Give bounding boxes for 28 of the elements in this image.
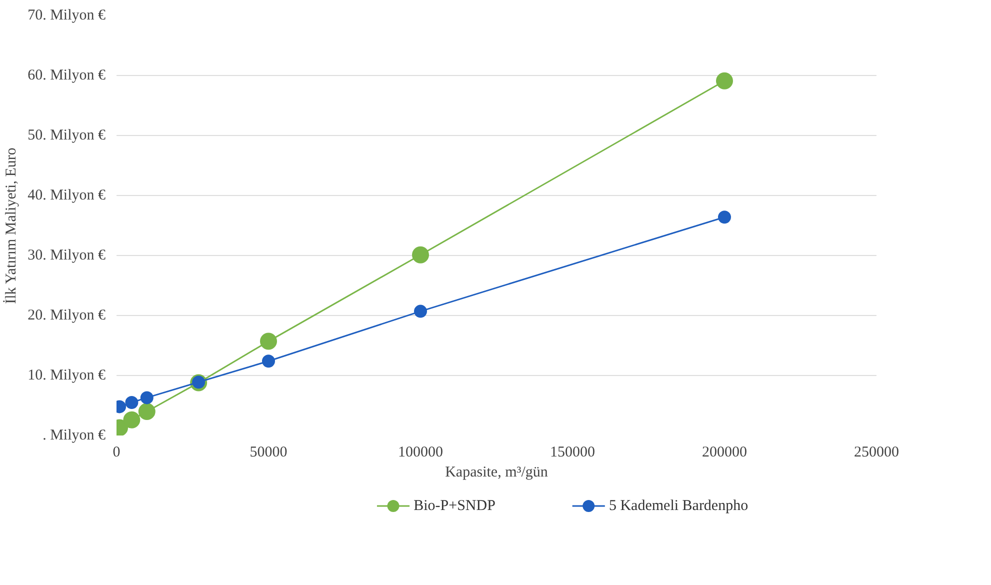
y-tick-label: 10. Milyon € xyxy=(28,368,106,384)
point xyxy=(412,246,429,264)
point xyxy=(716,72,733,90)
x-tick-label: 250000 xyxy=(854,444,899,460)
y-tick-label: 30. Milyon € xyxy=(28,248,106,264)
point xyxy=(718,210,731,224)
x-tick-label: 0 xyxy=(112,444,120,460)
y-tick-label: 60. Milyon € xyxy=(28,68,106,84)
y-tick-label: 20. Milyon € xyxy=(28,308,106,324)
x-tick-label: 150000 xyxy=(550,444,595,460)
x-axis-title: Kapasite, m³/gün xyxy=(445,464,548,480)
point xyxy=(123,411,140,428)
point xyxy=(414,304,427,318)
y-axis-title: İlk Yatırım Maliyeti, Euro xyxy=(2,148,20,304)
point xyxy=(138,403,156,420)
x-tick-label: 50000 xyxy=(250,444,288,460)
point xyxy=(260,332,277,350)
y-tick-label: 50. Milyon € xyxy=(28,128,106,144)
x-tick-label: 100000 xyxy=(398,444,443,460)
legend-label: 5 Kademeli Bardenpho xyxy=(608,498,748,514)
point xyxy=(140,391,154,404)
y-tick-label: . Milyon € xyxy=(42,428,106,444)
point xyxy=(262,354,275,368)
point xyxy=(125,396,138,409)
y-tick-label: 70. Milyon € xyxy=(28,8,106,24)
legend-label: Bio-P+SNDP xyxy=(414,498,496,514)
x-tick-label: 200000 xyxy=(702,444,747,460)
y-tick-label: 40. Milyon € xyxy=(28,188,106,204)
